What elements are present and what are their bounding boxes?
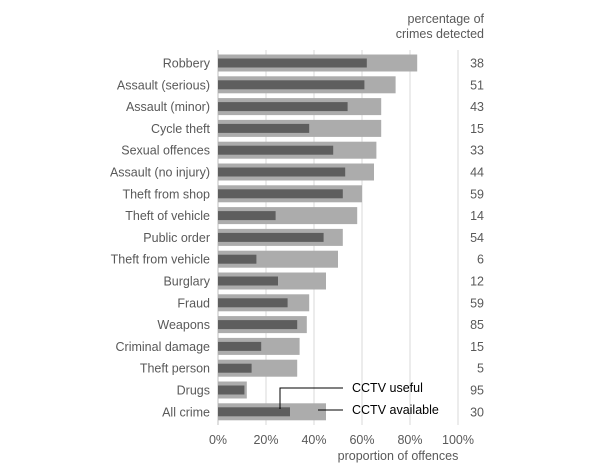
category-label: All crime (162, 405, 210, 419)
x-axis-label: proportion of offences (338, 449, 459, 463)
detected-value: 54 (470, 231, 484, 245)
legend-available-label: CCTV available (352, 403, 439, 417)
detected-header-line2: crimes detected (396, 27, 484, 41)
bar-useful (218, 407, 290, 417)
bar-useful (218, 254, 257, 264)
x-tick-label: 60% (349, 433, 374, 447)
bars (218, 54, 418, 421)
bar-useful (218, 341, 262, 351)
detected-value: 5 (477, 362, 484, 376)
category-label: Assault (no injury) (110, 166, 210, 180)
bar-useful (218, 167, 346, 177)
bar-useful (218, 145, 334, 155)
category-label: Burglary (163, 275, 210, 289)
x-tick-label: 40% (301, 433, 326, 447)
detected-value: 85 (470, 318, 484, 332)
x-tick-label: 20% (253, 433, 278, 447)
callout-line-useful (279, 387, 343, 409)
bar-useful (218, 363, 252, 373)
category-label: Public order (143, 231, 210, 245)
detected-value: 95 (470, 384, 484, 398)
detected-value: 33 (470, 144, 484, 158)
bar-useful (218, 276, 278, 286)
bar-useful (218, 80, 365, 90)
bar-useful (218, 58, 367, 68)
legend-callouts: CCTV useful CCTV available (279, 381, 439, 417)
bar-useful (218, 385, 245, 395)
detected-value: 14 (470, 209, 484, 223)
bar-useful (218, 102, 348, 112)
detected-value: 59 (470, 187, 484, 201)
detected-value: 30 (470, 405, 484, 419)
detected-value: 15 (470, 122, 484, 136)
x-tick-label: 0% (209, 433, 227, 447)
category-label: Robbery (163, 57, 211, 71)
bar-useful (218, 211, 276, 221)
detected-value: 43 (470, 100, 484, 114)
x-tick-label: 100% (442, 433, 474, 447)
category-label: Assault (minor) (126, 100, 210, 114)
detected-value: 51 (470, 78, 484, 92)
detected-value: 6 (477, 253, 484, 267)
category-label: Weapons (157, 318, 210, 332)
category-label: Assault (serious) (117, 78, 210, 92)
category-label: Theft from shop (122, 187, 210, 201)
detected-value: 38 (470, 57, 484, 71)
bar-useful (218, 123, 310, 133)
bar-useful (218, 232, 324, 242)
category-label: Theft of vehicle (125, 209, 210, 223)
category-label: Criminal damage (116, 340, 211, 354)
detected-value: 59 (470, 296, 484, 310)
detected-values: 38 51 43 15 33 44 59 14 54 6 12 59 85 15 5 95 30 (470, 57, 484, 420)
category-label: Sexual offences (121, 144, 210, 158)
detected-value: 15 (470, 340, 484, 354)
category-label: Theft from vehicle (111, 253, 210, 267)
bar-useful (218, 298, 288, 308)
category-label: Drugs (177, 384, 210, 398)
category-label: Theft person (140, 362, 210, 376)
bar-useful (218, 189, 343, 199)
x-tick-labels: 0% 20% 40% 60% 80% 100% (209, 433, 474, 447)
x-tick-label: 80% (397, 433, 422, 447)
category-label: Cycle theft (151, 122, 211, 136)
detected-header-line1: percentage of (408, 12, 485, 26)
detected-value: 12 (470, 275, 484, 289)
bar-useful (218, 320, 298, 330)
category-label: Fraud (177, 296, 210, 310)
category-labels: Robbery Assault (serious) Assault (minor) C… (110, 57, 211, 420)
legend-useful-label: CCTV useful (352, 381, 423, 395)
detected-value: 44 (470, 166, 484, 180)
